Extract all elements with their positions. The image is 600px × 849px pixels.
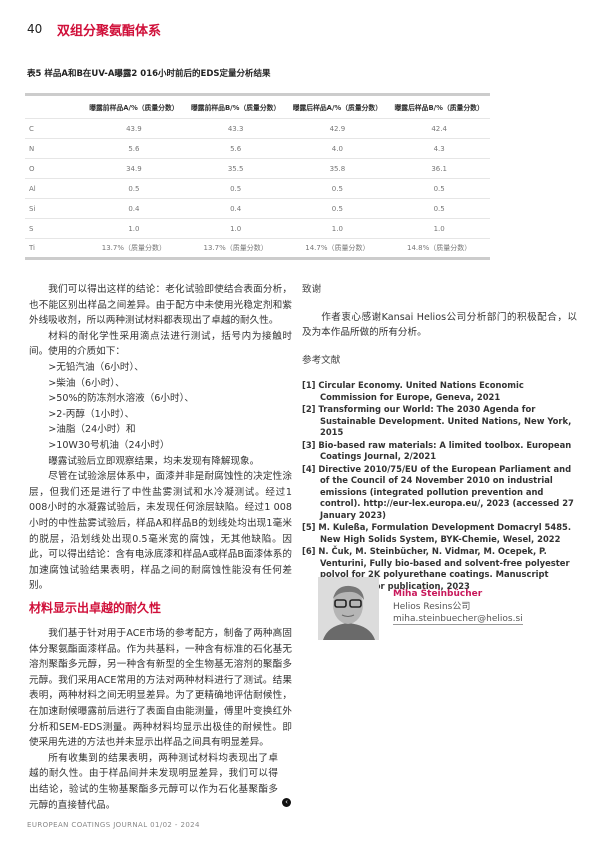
eds-table: 曝露前样品A/%（质量分数） 曝露前样品B/%（质量分数） 曝露后样品A/%（质量分… (25, 93, 490, 260)
column-header (25, 94, 83, 119)
author-name: Miha Steinbücher (393, 589, 483, 599)
column-header: 曝露前样品B/%（质量分数） (184, 94, 287, 119)
paragraph: 曝露试验后立即观察结果，均未发现有降解现象。 (48, 455, 260, 467)
table-header-row: 曝露前样品A/%（质量分数） 曝露前样品B/%（质量分数） 曝露后样品A/%（质量分… (25, 94, 490, 119)
value-cell: 0.5 (286, 198, 389, 219)
value-cell: 0.5 (388, 178, 490, 199)
bullet-item: >50%的防冻剂水溶液（6小时）、 (48, 393, 194, 405)
value-cell: 42.4 (388, 118, 490, 139)
author-email-link[interactable]: miha.steinbuecher@helios.si (393, 614, 523, 625)
reference-item: [1] Circular Economy. United Nations Eco… (302, 380, 524, 402)
value-cell: 42.9 (286, 118, 389, 139)
element-cell: C (25, 118, 83, 139)
column-header: 曝露前样品A/%（质量分数） (83, 94, 185, 119)
value-cell: 1.0 (286, 218, 389, 239)
value-cell: 0.4 (83, 198, 185, 219)
value-cell: 1.0 (83, 218, 185, 239)
reference-item: [6] N. Čuk, M. Steinbücher, N. Vidmar, M… (302, 546, 570, 591)
back-arrow-icon[interactable]: ‹ (282, 798, 291, 808)
author-info: Miha Steinbücher Helios Resins公司 miha.st… (393, 588, 523, 626)
paragraph: 材料的耐化学性采用滴点法进行测试，括号内为接触时间。使用的介质如下： (29, 330, 292, 358)
bullet-item: >10W30号机油（24小时） (48, 439, 170, 451)
left-column: 我们可以得出这样的结论：老化试验即使结合表面分析，也不能区别出样品之间差异。由于… (29, 282, 292, 594)
table-row: S 1.0 1.0 1.0 1.0 (25, 218, 490, 239)
bullet-item: >2-丙醇（1小时）、 (48, 408, 135, 420)
column-header: 曝露后样品B/%（质量分数） (388, 94, 490, 119)
value-cell: 36.1 (388, 158, 490, 179)
value-cell: 0.5 (388, 198, 490, 219)
table-row: N 5.6 5.6 4.0 4.3 (25, 138, 490, 159)
paragraph: 我们可以得出这样的结论：老化试验即使结合表面分析，也不能区别出样品之间差异。由于… (29, 284, 292, 327)
value-cell: 13.7%（质量分数） (184, 238, 287, 259)
author-photo (318, 577, 379, 640)
author-company: Helios Resins公司 (393, 601, 471, 612)
bullet-item: >柴油（6小时）、 (48, 377, 125, 389)
reference-item: [5] M. Kuleßa, Formulation Development D… (302, 522, 572, 544)
footer-journal: EUROPEAN COATINGS JOURNAL 01/02 - 2024 (27, 821, 200, 829)
element-cell: Al (25, 178, 83, 199)
bullet-item: >油脂（24小时）和 (48, 424, 136, 436)
value-cell: 1.0 (388, 218, 490, 239)
value-cell: 5.6 (83, 138, 185, 159)
value-cell: 0.5 (286, 178, 389, 199)
table-row: Ti 13.7%（质量分数） 13.7%（质量分数） 14.7%（质量分数） 14.8%… (25, 238, 490, 259)
section-title: 材料显示出卓越的耐久性 (29, 601, 162, 615)
value-cell: 4.3 (388, 138, 490, 159)
reference-item: [2] Transforming our World: The 2030 Age… (302, 404, 572, 438)
table-row: Al 0.5 0.5 0.5 0.5 (25, 178, 490, 199)
bullet-item: >无铅汽油（6小时）、 (48, 361, 144, 373)
value-cell: 34.9 (83, 158, 185, 179)
reference-item: [4] Directive 2010/75/EU of the European… (302, 463, 574, 520)
reference-item: [3] Bio-based raw materials: A limited t… (302, 439, 572, 462)
paragraph: 我们基于针对用于ACE市场的参考配方，制备了两种高固体分聚氨酯面漆样品。作为共基… (29, 628, 292, 749)
element-cell: S (25, 218, 83, 239)
value-cell: 5.6 (184, 138, 287, 159)
acknowledgement-text: 作者衷心感谢Kansai Helios公司分析部门的积极配合，以及为本作品所做的… (302, 311, 577, 339)
value-cell: 13.7%（质量分数） (83, 238, 185, 259)
paragraph: 所有收集到的结果表明，两种测试材料均表现出了卓越的耐久性。由于样品间并未发现明显… (29, 752, 278, 811)
left-column-section: 我们基于针对用于ACE市场的参考配方，制备了两种高固体分聚氨酯面漆样品。作为共基… (29, 626, 292, 813)
element-cell: Si (25, 198, 83, 219)
value-cell: 14.7%（质量分数） (286, 238, 389, 259)
value-cell: 14.8%（质量分数） (388, 238, 490, 259)
table-caption: 表5 样品A和B在UV-A曝露2 016小时前后的EDS定量分析结果 (27, 69, 271, 79)
value-cell: 43.9 (83, 118, 185, 139)
right-column: 致谢 作者衷心感谢Kansai Helios公司分析部门的积极配合，以及为本作品… (302, 282, 577, 593)
value-cell: 4.0 (286, 138, 389, 159)
value-cell: 0.4 (184, 198, 287, 219)
column-header: 曝露后样品A/%（质量分数） (286, 94, 389, 119)
page-number: 40 (27, 22, 43, 36)
table-row: O 34.9 35.5 35.8 36.1 (25, 158, 490, 179)
table-row: C 43.9 43.3 42.9 42.4 (25, 118, 490, 139)
table-row: Si 0.4 0.4 0.5 0.5 (25, 198, 490, 219)
paragraph: 尽管在试验涂层体系中，面漆并非是耐腐蚀性的决定性涂层，但我们还是进行了中性盐雾测… (29, 471, 292, 592)
value-cell: 35.5 (184, 158, 287, 179)
value-cell: 1.0 (184, 218, 287, 239)
element-cell: Ti (25, 238, 83, 259)
value-cell: 35.8 (286, 158, 389, 179)
acknowledgement-title: 致谢 (302, 284, 322, 295)
value-cell: 43.3 (184, 118, 287, 139)
element-cell: O (25, 158, 83, 179)
references-title: 参考文献 (302, 354, 341, 366)
running-title: 双组分聚氨酯体系 (57, 24, 162, 39)
references-list: [1] Circular Economy. United Nations Eco… (302, 380, 577, 592)
value-cell: 0.5 (184, 178, 287, 199)
value-cell: 0.5 (83, 178, 185, 199)
element-cell: N (25, 138, 83, 159)
